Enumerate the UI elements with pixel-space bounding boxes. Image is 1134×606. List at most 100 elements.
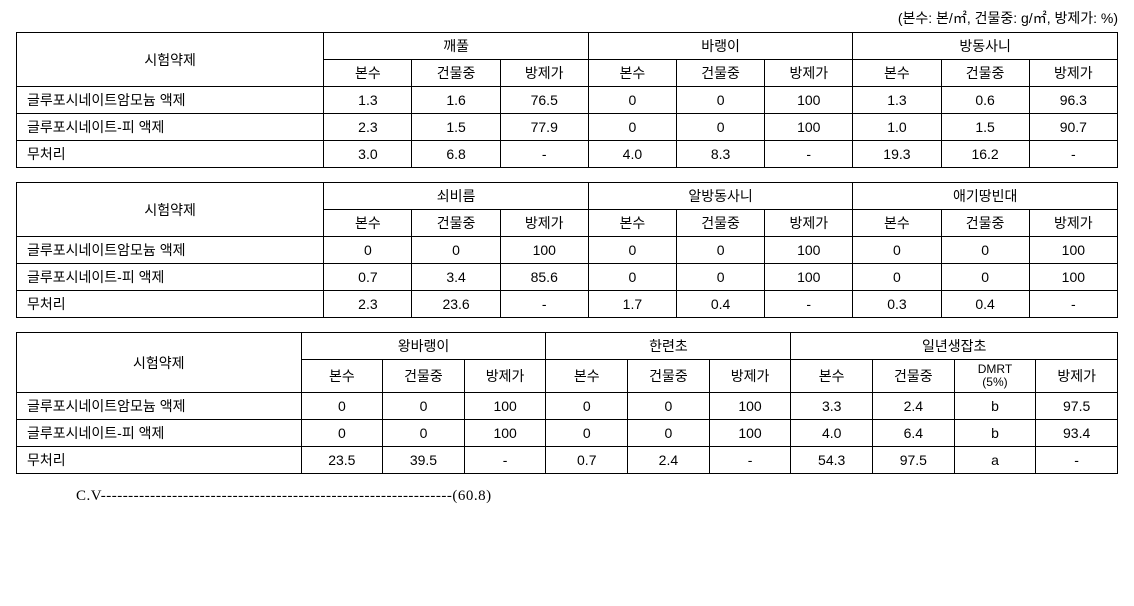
cell: 100 — [464, 420, 546, 447]
cell: 16.2 — [941, 141, 1029, 168]
cell: 3.4 — [412, 264, 500, 291]
table-row: 글루포시네이트-피 액제 2.3 1.5 77.9 0 0 100 1.0 1.… — [17, 114, 1118, 141]
cell: 0.4 — [941, 291, 1029, 318]
cell: - — [765, 141, 853, 168]
subcol: 본수 — [588, 60, 676, 87]
cell: - — [1029, 141, 1117, 168]
cell: 0 — [412, 237, 500, 264]
cell: - — [1036, 447, 1118, 474]
cell: 1.3 — [853, 87, 941, 114]
weed-group: 깨풀 — [324, 33, 589, 60]
cv-line: C.V-------------------------------------… — [16, 488, 1118, 505]
cell: 97.5 — [1036, 393, 1118, 420]
weed-group: 왕바랭이 — [301, 333, 546, 360]
agent-name: 글루포시네이트암모늄 액제 — [17, 237, 324, 264]
subcol: 방제가 — [500, 60, 588, 87]
weed-group: 방동사니 — [853, 33, 1118, 60]
subcol: 방제가 — [500, 210, 588, 237]
cell: 6.8 — [412, 141, 500, 168]
subcol: 본수 — [791, 360, 873, 393]
cell: 4.0 — [588, 141, 676, 168]
subcol: 본수 — [301, 360, 383, 393]
weed-group: 애기땅빈대 — [853, 183, 1118, 210]
weed-table-3: 시험약제 왕바랭이 한련초 일년생잡초 본수 건물중 방제가 본수 건물중 방제… — [16, 332, 1118, 474]
cell: 0.7 — [546, 447, 628, 474]
cell: 23.6 — [412, 291, 500, 318]
cell: 0 — [677, 264, 765, 291]
cell: 2.3 — [324, 114, 412, 141]
weed-table-1: 시험약제 깨풀 바랭이 방동사니 본수 건물중 방제가 본수 건물중 방제가 본… — [16, 32, 1118, 168]
cell: 100 — [1029, 264, 1117, 291]
subcol: 방제가 — [1036, 360, 1118, 393]
units-note: (본수: 본/㎡, 건물중: g/㎡, 방제가: %) — [16, 8, 1118, 28]
cell: 0 — [588, 114, 676, 141]
cell: 100 — [765, 114, 853, 141]
cell: 0 — [677, 237, 765, 264]
cell: 77.9 — [500, 114, 588, 141]
subcol: 방제가 — [1029, 60, 1117, 87]
cell: 2.4 — [873, 393, 955, 420]
cell: 3.0 — [324, 141, 412, 168]
cell: 100 — [500, 237, 588, 264]
cell: 0 — [677, 87, 765, 114]
cell: 0 — [383, 393, 465, 420]
col-agent: 시험약제 — [17, 333, 302, 393]
cell: 0 — [941, 264, 1029, 291]
cell: 100 — [709, 420, 791, 447]
cell: 0 — [383, 420, 465, 447]
col-agent: 시험약제 — [17, 183, 324, 237]
cell: 100 — [464, 393, 546, 420]
cell: 100 — [765, 264, 853, 291]
weed-group: 쇠비름 — [324, 183, 589, 210]
cell: 19.3 — [853, 141, 941, 168]
cell: 0 — [941, 237, 1029, 264]
cell: 0 — [588, 237, 676, 264]
cell: 100 — [1029, 237, 1117, 264]
subcol: 방제가 — [709, 360, 791, 393]
cell: 2.4 — [628, 447, 710, 474]
cell: - — [464, 447, 546, 474]
cell: 0 — [301, 420, 383, 447]
cell: 0 — [628, 393, 710, 420]
cell: 76.5 — [500, 87, 588, 114]
cell: 0 — [588, 87, 676, 114]
weed-group: 알방동사니 — [588, 183, 853, 210]
weed-group: 한련초 — [546, 333, 791, 360]
cell: - — [1029, 291, 1117, 318]
subcol: 방제가 — [464, 360, 546, 393]
cell: - — [500, 291, 588, 318]
cell: 1.5 — [412, 114, 500, 141]
cell: 0.7 — [324, 264, 412, 291]
subcol-dmrt: DMRT (5%) — [954, 360, 1036, 393]
agent-name: 글루포시네이트암모늄 액제 — [17, 393, 302, 420]
agent-name: 무처리 — [17, 447, 302, 474]
table-row: 무처리 3.0 6.8 - 4.0 8.3 - 19.3 16.2 - — [17, 141, 1118, 168]
subcol: 건물중 — [412, 210, 500, 237]
cell: 100 — [765, 87, 853, 114]
table-row: 글루포시네이트암모늄 액제 0 0 100 0 0 100 3.3 2.4 b … — [17, 393, 1118, 420]
cell: 0.6 — [941, 87, 1029, 114]
cell: 85.6 — [500, 264, 588, 291]
subcol: 본수 — [853, 60, 941, 87]
subcol: 방제가 — [765, 60, 853, 87]
cell: a — [954, 447, 1036, 474]
cell: 6.4 — [873, 420, 955, 447]
cell: 1.0 — [853, 114, 941, 141]
table-row: 글루포시네이트-피 액제 0.7 3.4 85.6 0 0 100 0 0 10… — [17, 264, 1118, 291]
cell: b — [954, 420, 1036, 447]
cell: 0 — [301, 393, 383, 420]
agent-name: 무처리 — [17, 291, 324, 318]
table-row: 글루포시네이트암모늄 액제 0 0 100 0 0 100 0 0 100 — [17, 237, 1118, 264]
subcol: 본수 — [546, 360, 628, 393]
cell: 4.0 — [791, 420, 873, 447]
subcol: 방제가 — [1029, 210, 1117, 237]
cell: 0 — [588, 264, 676, 291]
cell: 0 — [677, 114, 765, 141]
cell: 93.4 — [1036, 420, 1118, 447]
cell: 100 — [765, 237, 853, 264]
subcol: 건물중 — [628, 360, 710, 393]
cell: 2.3 — [324, 291, 412, 318]
cell: 0 — [546, 420, 628, 447]
subcol: 본수 — [324, 60, 412, 87]
table-row: 무처리 23.5 39.5 - 0.7 2.4 - 54.3 97.5 a - — [17, 447, 1118, 474]
